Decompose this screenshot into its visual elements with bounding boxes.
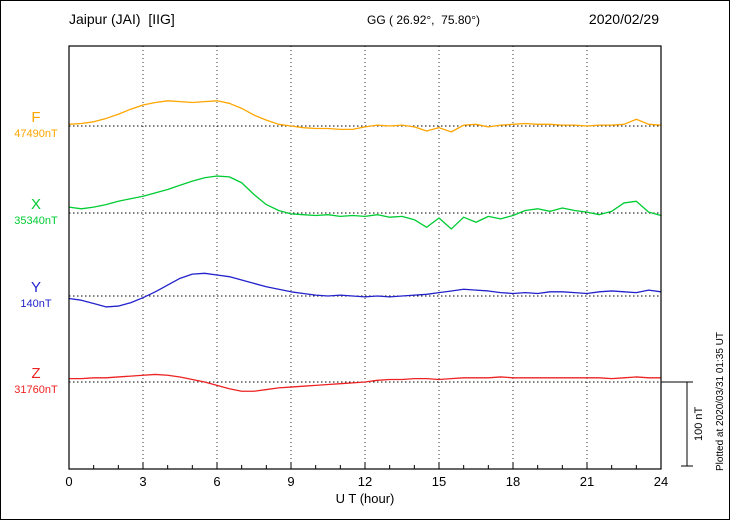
x-axis-label: U T (hour)	[335, 491, 395, 506]
series-baseline-z: 31760nT	[14, 384, 58, 396]
x-tick-label: 3	[139, 474, 146, 489]
series-label-z: Z 31760nT	[7, 365, 65, 397]
x-tick-label: 21	[580, 474, 594, 489]
x-tick-label: 9	[287, 474, 294, 489]
trace-F	[68, 100, 662, 133]
series-baseline-f: 47490nT	[14, 128, 58, 140]
x-tick-label: 18	[506, 474, 520, 489]
trace-X	[68, 175, 662, 230]
x-tick-label: 0	[65, 474, 72, 489]
series-letter-z: Z	[31, 365, 41, 382]
plotted-at-credit: Plotted at 2020/03/31 01:35 UT	[715, 332, 726, 471]
x-tick-label: 6	[213, 474, 220, 489]
geographic-coordinates: GG ( 26.92°, 75.80°)	[367, 13, 480, 27]
x-axis-ticks: 0 3 6 9 12 15 18 21 24	[65, 462, 668, 489]
series-letter-y: Y	[30, 279, 41, 296]
trace-Y	[68, 272, 662, 308]
traces	[68, 100, 662, 392]
series-letter-f: F	[31, 109, 41, 126]
trace-Z	[68, 373, 662, 392]
series-baseline-y: 140nT	[20, 298, 52, 310]
plot-date: 2020/02/29	[588, 11, 659, 27]
x-tick-label: 15	[432, 474, 446, 489]
plot-frame	[68, 45, 662, 470]
scale-bar-label: 100 nT	[693, 406, 705, 441]
series-label-f: F 47490nT	[7, 109, 65, 141]
series-label-y: Y 140nT	[7, 279, 65, 311]
gridlines	[142, 46, 588, 469]
series-letter-x: X	[30, 196, 41, 213]
station-title: Jaipur (JAI) [IIG]	[69, 11, 175, 27]
x-tick-label: 24	[654, 474, 668, 489]
scale-bar	[661, 381, 693, 467]
series-label-x: X 35340nT	[7, 196, 65, 228]
series-baseline-x: 35340nT	[14, 215, 58, 227]
x-tick-label: 12	[358, 474, 372, 489]
